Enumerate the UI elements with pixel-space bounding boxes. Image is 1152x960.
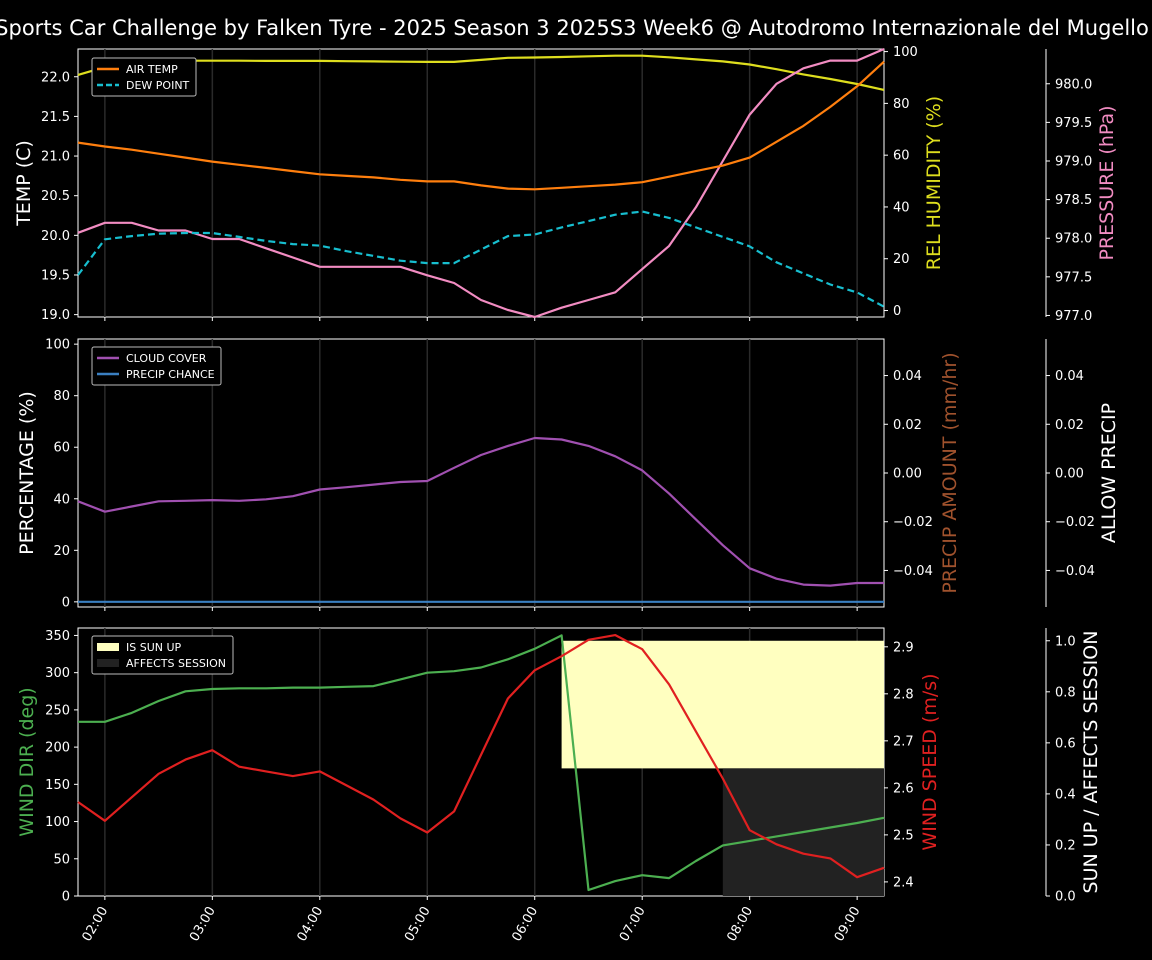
left-tick-label-wind-dir: 0 xyxy=(62,890,70,905)
right-tick-label-pressure: 977.0 xyxy=(1055,309,1092,324)
right-tick-label-allow-precip: 0.02 xyxy=(1055,418,1084,433)
y-axis-label-wind-speed: WIND SPEED (m/s) xyxy=(919,673,941,850)
left-tick-label-temp: 21.5 xyxy=(41,110,70,125)
right-tick-label-pressure: 978.0 xyxy=(1055,232,1092,247)
right-tick-label-sun-up: 0.0 xyxy=(1055,890,1076,905)
legend-box xyxy=(91,346,222,386)
right-tick-label-wind-speed: 2.6 xyxy=(893,781,914,796)
left-tick-label-percentage: 100 xyxy=(45,338,70,353)
left-tick-label-wind-dir: 250 xyxy=(45,703,70,718)
y-axis-label-precip-amount: PRECIP AMOUNT (mm/hr) xyxy=(939,352,961,593)
humidity-line xyxy=(77,54,885,91)
right-tick-label-wind-speed: 2.5 xyxy=(893,828,914,843)
right-tick-label-precip-amount: 0.00 xyxy=(893,467,922,482)
y-axis-label-pressure: PRESSURE (hPa) xyxy=(1096,105,1118,260)
right-tick-label-humidity: 0 xyxy=(893,304,901,319)
right-tick-label-humidity: 100 xyxy=(893,45,918,60)
legend-label: DEW POINT xyxy=(126,79,190,92)
right-tick-label-humidity: 40 xyxy=(893,200,910,215)
right-tick-label-sun-up: 0.2 xyxy=(1055,838,1076,853)
right-tick-label-pressure: 978.5 xyxy=(1055,193,1092,208)
right-tick-label-pressure: 977.5 xyxy=(1055,270,1092,285)
right-tick-label-pressure: 979.5 xyxy=(1055,116,1092,131)
legend-label: IS SUN UP xyxy=(126,641,182,654)
right-tick-label-humidity: 80 xyxy=(893,97,910,112)
wind-dir-line xyxy=(78,634,885,892)
left-tick-label-percentage: 80 xyxy=(53,389,70,404)
right-tick-label-sun-up: 0.6 xyxy=(1055,736,1076,751)
y-axis-label-sun-affects: SUN UP / AFFECTS SESSION xyxy=(1080,631,1102,894)
right-tick-label-wind-speed: 2.8 xyxy=(893,687,914,702)
right-tick-label-precip-amount: −0.04 xyxy=(893,564,933,579)
left-tick-label-percentage: 40 xyxy=(53,492,70,507)
right-tick-label-precip-amount: −0.02 xyxy=(893,515,933,530)
left-tick-label-wind-dir: 200 xyxy=(45,741,70,756)
legend-swatch xyxy=(97,643,119,651)
wind-speed-line xyxy=(77,634,885,879)
right-tick-label-precip-amount: 0.04 xyxy=(893,369,922,384)
pressure-line xyxy=(77,47,885,319)
legend-swatch xyxy=(97,659,119,667)
air-temp-line xyxy=(77,60,885,191)
right-tick-label-wind-speed: 2.7 xyxy=(893,734,914,749)
y-axis-label-humidity: REL HUMIDITY (%) xyxy=(923,96,945,270)
right-tick-label-humidity: 20 xyxy=(893,252,910,267)
right-tick-label-pressure: 979.0 xyxy=(1055,154,1092,169)
left-tick-label-temp: 19.0 xyxy=(41,308,70,323)
chart-title: Sports Car Challenge by Falken Tyre - 20… xyxy=(0,16,1149,40)
right-tick-label-sun-up: 0.4 xyxy=(1055,787,1076,802)
left-tick-label-temp: 20.0 xyxy=(41,229,70,244)
y-axis-label-percentage: PERCENTAGE (%) xyxy=(16,391,38,555)
left-tick-label-temp: 22.0 xyxy=(41,70,70,85)
legend-box xyxy=(91,635,234,675)
left-tick-label-wind-dir: 100 xyxy=(45,815,70,830)
left-tick-label-wind-dir: 50 xyxy=(53,852,70,867)
legend-label: AFFECTS SESSION xyxy=(126,657,226,670)
plots: 19.0 19.5 20.0 20.5 21.0 21.5 22.0 0 20 40 60 80 100… xyxy=(13,45,1120,944)
left-tick-label-temp: 20.5 xyxy=(41,189,70,204)
left-tick-label-percentage: 0 xyxy=(62,595,70,610)
left-tick-label-wind-dir: 350 xyxy=(45,629,70,644)
plot-frame-1 xyxy=(77,48,885,318)
right-tick-label-allow-precip: 0.00 xyxy=(1055,467,1084,482)
left-tick-label-temp: 21.0 xyxy=(41,150,70,165)
left-tick-label-percentage: 20 xyxy=(53,544,70,559)
right-tick-label-wind-speed: 2.9 xyxy=(893,640,914,655)
y-axis-label-wind-dir: WIND DIR (deg) xyxy=(16,687,38,836)
legend-label: PRECIP CHANCE xyxy=(126,368,215,381)
cloud-cover-line xyxy=(77,436,884,587)
left-tick-label-percentage: 60 xyxy=(53,441,70,456)
right-tick-label-precip-amount: 0.02 xyxy=(893,418,922,433)
legend-label: AIR TEMP xyxy=(126,63,178,76)
right-tick-label-pressure: 980.0 xyxy=(1055,77,1092,92)
y-axis-label-allow-precip: ALLOW PRECIP xyxy=(1098,403,1120,543)
left-tick-label-temp: 19.5 xyxy=(41,268,70,283)
right-tick-label-allow-precip: −0.02 xyxy=(1055,515,1095,530)
right-tick-label-allow-precip: −0.04 xyxy=(1055,564,1095,579)
legend-box xyxy=(91,57,197,97)
left-tick-label-wind-dir: 150 xyxy=(45,778,70,793)
dew-point-line xyxy=(77,210,885,308)
y-axis-label-temp: TEMP (C) xyxy=(13,140,35,227)
right-tick-label-sun-up: 1.0 xyxy=(1055,634,1076,649)
sun-up-band xyxy=(561,640,884,769)
left-tick-label-wind-dir: 300 xyxy=(45,666,70,681)
legend-label: CLOUD COVER xyxy=(126,352,207,365)
right-tick-label-wind-speed: 2.4 xyxy=(893,875,914,890)
right-tick-label-humidity: 60 xyxy=(893,149,910,164)
right-tick-label-sun-up: 0.8 xyxy=(1055,685,1076,700)
right-tick-label-allow-precip: 0.04 xyxy=(1055,369,1084,384)
